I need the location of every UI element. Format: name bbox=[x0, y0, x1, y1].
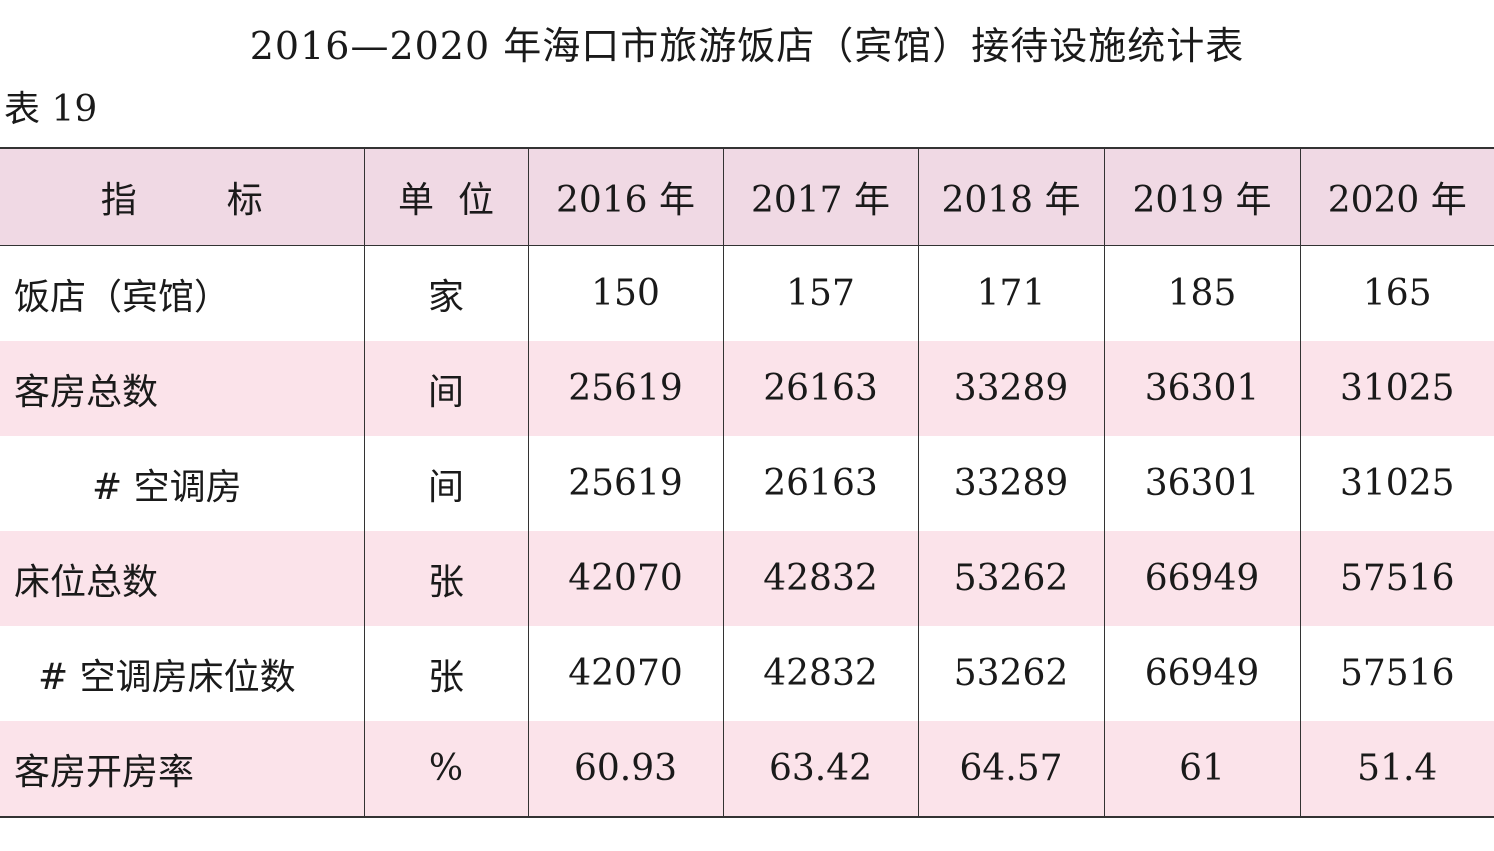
table-number-label: 表 19 bbox=[4, 89, 98, 130]
table-row-total-beds: 床位总数 张 42070 42832 53262 66949 57516 bbox=[0, 531, 1494, 626]
row-indicator: # 空调房床位数 bbox=[38, 656, 296, 698]
row-indicator: 饭店（宾馆） bbox=[14, 276, 231, 318]
header-unit-char-2: 位 bbox=[458, 180, 495, 221]
row-value-2016: 25619 bbox=[527, 436, 723, 531]
row-unit: 间 bbox=[363, 436, 528, 531]
table-row-hotels: 饭店（宾馆） 家 150 157 171 185 165 bbox=[0, 245, 1494, 341]
row-value-2020: 51.4 bbox=[1299, 721, 1494, 817]
row-value-2018: 33289 bbox=[917, 341, 1104, 436]
header-unit-char-1: 单 bbox=[397, 180, 434, 221]
row-unit: 张 bbox=[363, 531, 528, 626]
row-indicator: 床位总数 bbox=[0, 531, 364, 626]
row-value-2017: 157 bbox=[722, 245, 918, 341]
row-unit: 张 bbox=[363, 626, 528, 721]
row-value-2017: 26163 bbox=[722, 436, 918, 531]
row-indicator: # 空调房 bbox=[92, 466, 242, 508]
hotel-facilities-table: 指标 单位 2016 年 2017 年 2018 年 2019 年 2020 年… bbox=[0, 147, 1494, 818]
table-row-occupancy-rate: 客房开房率 % 60.93 63.42 64.57 61 51.4 bbox=[0, 721, 1494, 817]
row-value-2017: 63.42 bbox=[722, 721, 918, 817]
row-value-2020: 165 bbox=[1299, 245, 1494, 341]
row-value-2018: 64.57 bbox=[917, 721, 1104, 817]
table-row-ac-beds: # 空调房床位数 张 42070 42832 53262 66949 57516 bbox=[0, 626, 1494, 721]
row-value-2020: 57516 bbox=[1299, 531, 1494, 626]
row-value-2019: 66949 bbox=[1103, 531, 1300, 626]
header-indicator-char-1: 指 bbox=[100, 180, 137, 221]
row-value-2018: 53262 bbox=[917, 531, 1104, 626]
row-indicator: 客房总数 bbox=[0, 341, 364, 436]
header-year-2019: 2019 年 bbox=[1103, 148, 1300, 246]
header-year-2018: 2018 年 bbox=[917, 148, 1104, 246]
page-title: 2016—2020 年海口市旅游饭店（宾馆）接待设施统计表 bbox=[249, 24, 1245, 68]
row-value-2017: 42832 bbox=[722, 626, 918, 721]
row-value-2018: 53262 bbox=[917, 626, 1104, 721]
row-value-2019: 185 bbox=[1103, 245, 1300, 341]
header-unit: 单位 bbox=[363, 148, 528, 246]
row-unit: 间 bbox=[363, 341, 528, 436]
row-value-2018: 33289 bbox=[917, 436, 1104, 531]
row-value-2020: 31025 bbox=[1299, 436, 1494, 531]
row-value-2019: 36301 bbox=[1103, 436, 1300, 531]
row-value-2018: 171 bbox=[917, 245, 1104, 341]
row-value-2016: 60.93 bbox=[527, 721, 723, 817]
row-value-2016: 150 bbox=[527, 245, 723, 341]
row-value-2017: 26163 bbox=[722, 341, 918, 436]
header-year-2016: 2016 年 bbox=[527, 148, 723, 246]
row-value-2016: 25619 bbox=[527, 341, 723, 436]
row-unit: 家 bbox=[363, 245, 528, 341]
row-value-2016: 42070 bbox=[527, 626, 723, 721]
row-indicator: 客房开房率 bbox=[0, 721, 364, 817]
row-value-2020: 31025 bbox=[1299, 341, 1494, 436]
row-unit: % bbox=[363, 721, 528, 817]
row-value-2020: 57516 bbox=[1299, 626, 1494, 721]
header-indicator-char-2: 标 bbox=[226, 180, 263, 221]
row-value-2019: 61 bbox=[1103, 721, 1300, 817]
header-year-2017: 2017 年 bbox=[722, 148, 918, 246]
table-row-ac-rooms: # 空调房 间 25619 26163 33289 36301 31025 bbox=[0, 436, 1494, 531]
row-value-2019: 36301 bbox=[1103, 341, 1300, 436]
table-row-total-rooms: 客房总数 间 25619 26163 33289 36301 31025 bbox=[0, 341, 1494, 436]
header-year-2020: 2020 年 bbox=[1299, 148, 1494, 246]
row-value-2017: 42832 bbox=[722, 531, 918, 626]
table-header-row: 指标 单位 2016 年 2017 年 2018 年 2019 年 2020 年 bbox=[0, 148, 1494, 246]
header-indicator: 指标 bbox=[0, 148, 364, 246]
row-value-2019: 66949 bbox=[1103, 626, 1300, 721]
row-value-2016: 42070 bbox=[527, 531, 723, 626]
